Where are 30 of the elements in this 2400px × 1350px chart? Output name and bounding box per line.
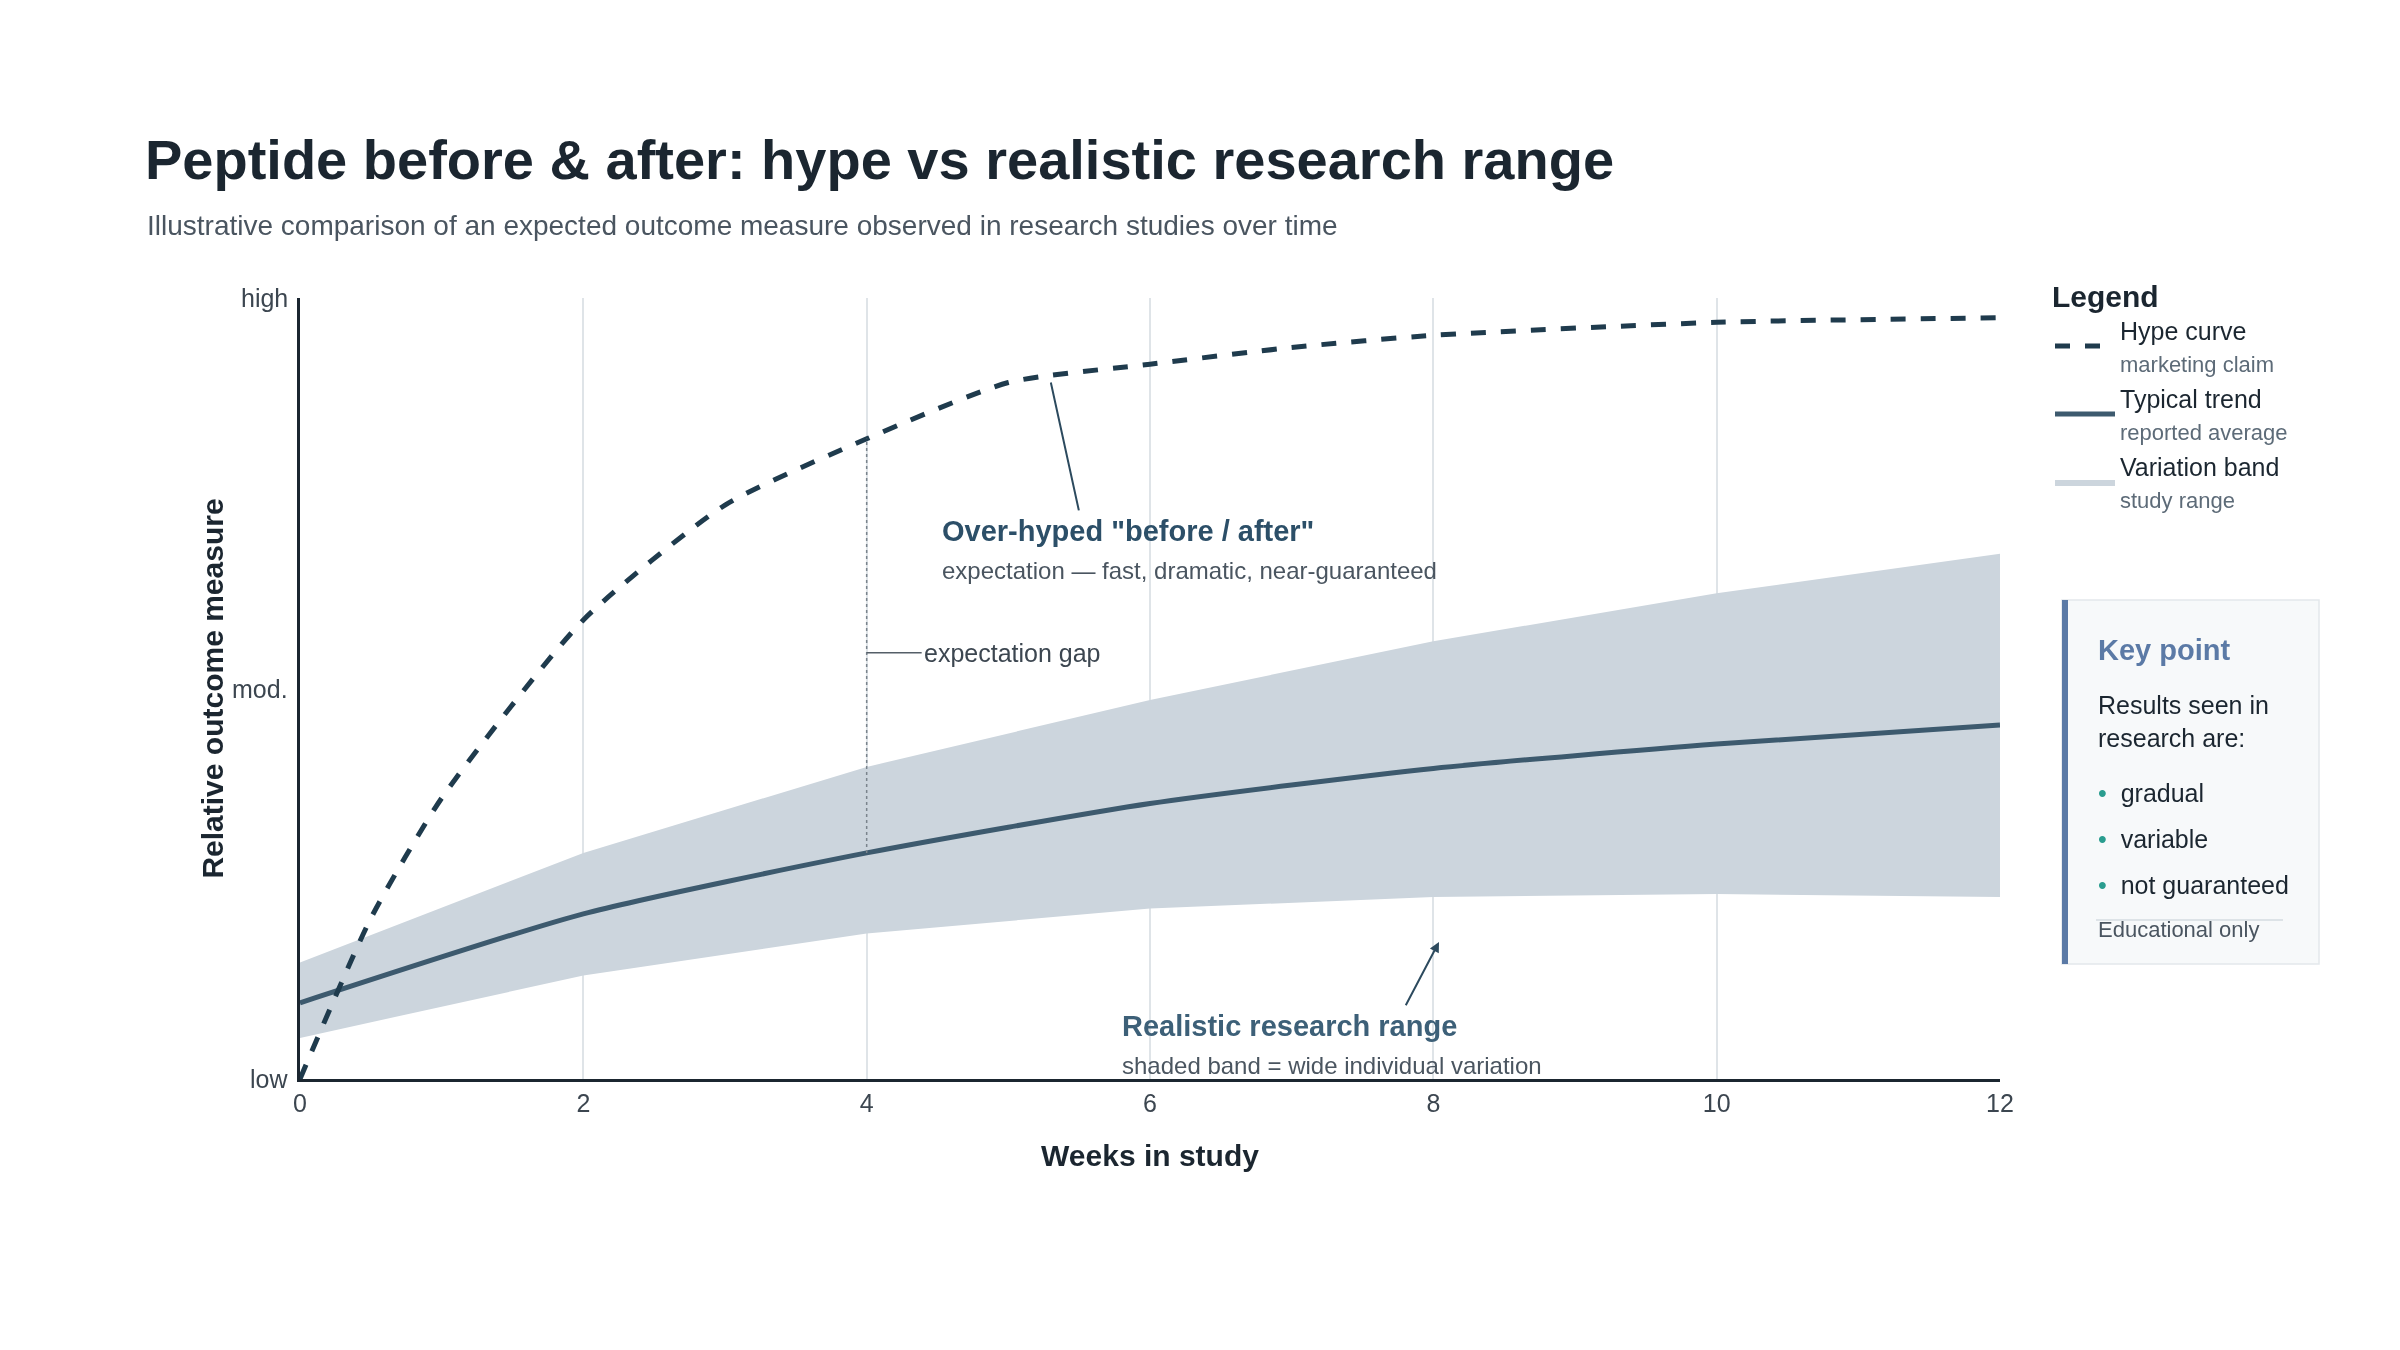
annotation: Over-hyped "before / after" expectation — fast, dramatic, near-guaranteed [942,515,1437,584]
annotation: expectation gap [924,639,1101,667]
x-tick-label: 4 [859,1088,874,1117]
x-tick-label: 10 [1702,1088,1731,1117]
x-tick-label: 12 [1986,1088,2014,1117]
text: high [241,284,289,312]
x-tick-label: 6 [1143,1088,1157,1117]
chart-title: Peptide before & after: hype vs realistic research range [145,127,1615,191]
text: Variation band [2120,452,2280,481]
text: reported average [2120,420,2288,445]
text: • variable [2098,825,2209,853]
text: Educational only [2098,917,2260,942]
text: low [250,1065,289,1093]
legend-title: Legend [2052,280,2159,313]
text: • not guaranteed [2098,871,2289,899]
text: Results seen in research are: [2098,691,2269,752]
x-tick-label: 2 [576,1088,591,1117]
legend-label: Typical trend [2120,384,2262,413]
text: marketing claim [2120,352,2275,377]
legend-label: Hype curve [2120,316,2247,345]
text: • gradual [2098,779,2205,807]
text: mod. [232,675,288,703]
x-tick-label: 8 [1426,1088,1441,1117]
text: study range [2120,488,2235,513]
x-tick-label: 0 [293,1088,307,1117]
annotation: Realistic research range shaded band = wide individual variation [1122,1010,1542,1079]
y-axis-title: Relative outcome measure [196,498,230,879]
chart-subtitle: Illustrative comparison of an expected outcome measure observed in research studies over time [147,210,1338,241]
x-axis-title: Weeks in study [1041,1139,1260,1173]
text: Key point [2098,634,2231,666]
